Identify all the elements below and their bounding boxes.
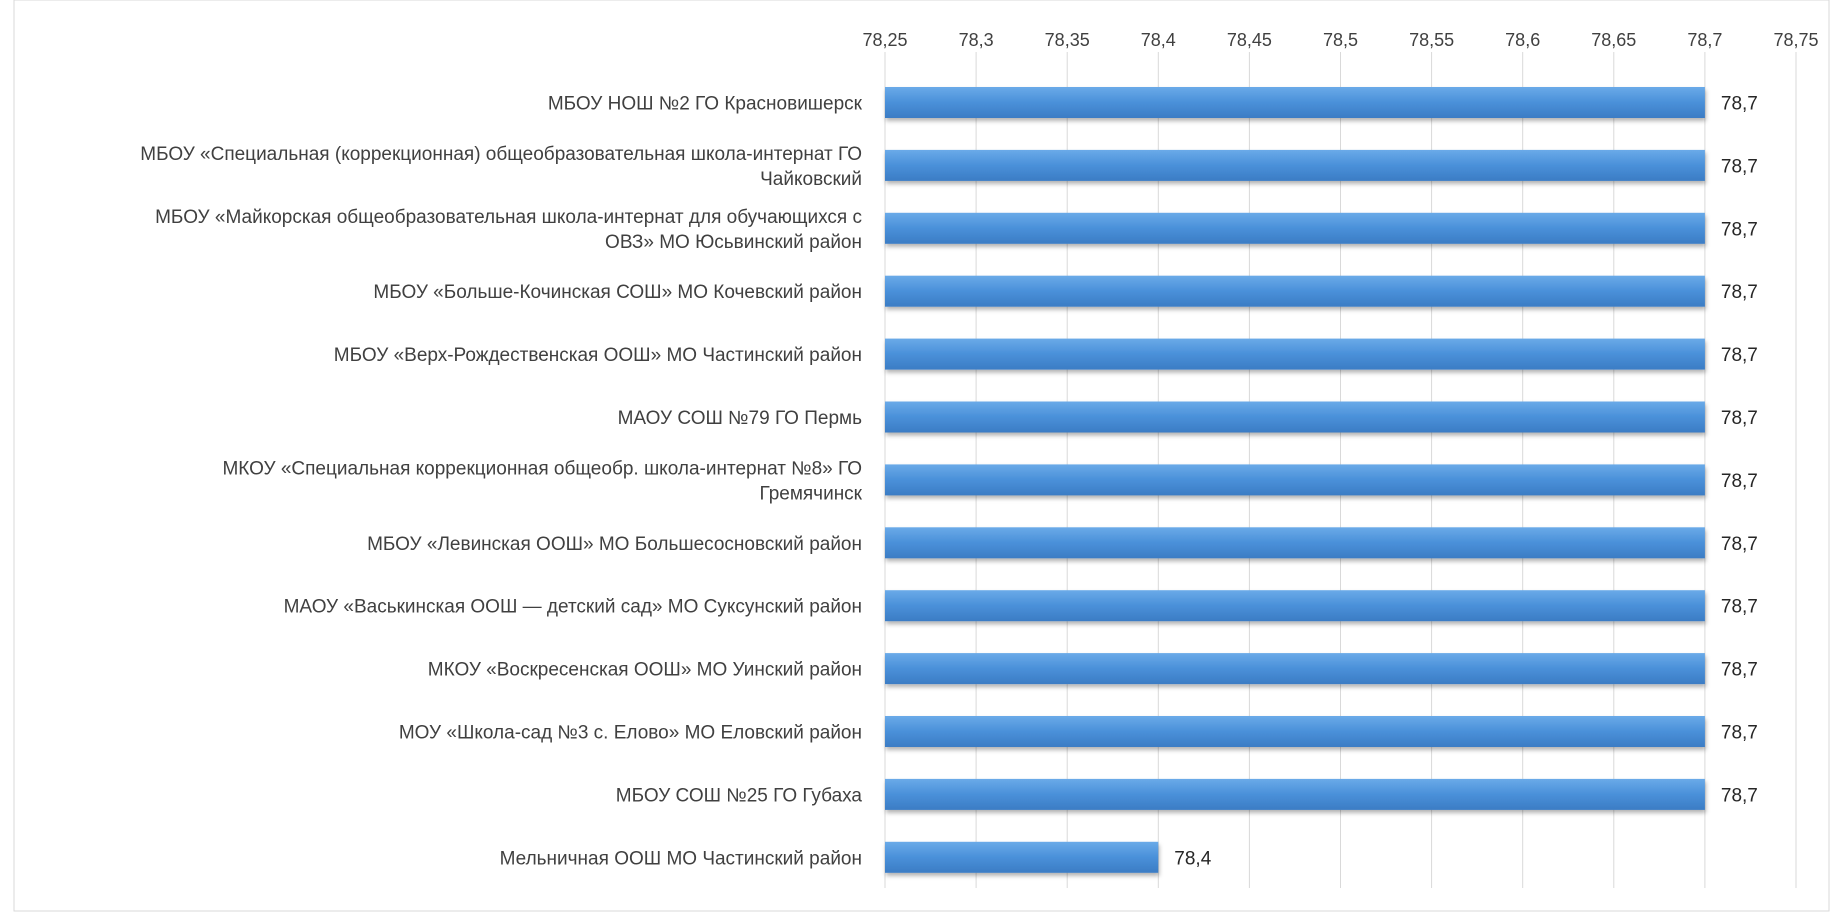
data-label: 78,7 [1721, 597, 1758, 618]
bar [885, 464, 1705, 496]
bar [885, 401, 1705, 433]
category-label: МБОУ НОШ №2 ГО Красновишерск [548, 94, 863, 115]
data-label: 78,7 [1721, 156, 1758, 177]
bar [885, 527, 1705, 559]
bar [885, 87, 1705, 118]
category-label-line: Гремячинск [759, 483, 862, 504]
category-label: МАОУ СОШ №79 ГО Пермь [618, 408, 862, 429]
category-label: МАОУ «Васькинская ООШ — детский сад» МО … [284, 597, 862, 618]
category-label-line: МАОУ «Васькинская ООШ — детский сад» МО … [284, 597, 862, 618]
category-label-line: МБОУ «Верх-Рождественская ООШ» МО Частин… [334, 345, 862, 366]
category-label: МБОУ «Специальная (коррекционная) общеоб… [140, 144, 862, 190]
data-label: 78,7 [1721, 94, 1758, 115]
chart-border [13, 0, 1830, 912]
data-label: 78,7 [1721, 345, 1758, 366]
category-label-line: МКОУ «Специальная коррекционная общеобр.… [222, 458, 862, 479]
category-label: МКОУ «Специальная коррекционная общеобр.… [222, 458, 862, 504]
x-tick-label: 78,35 [1045, 30, 1090, 50]
data-label: 78,7 [1721, 660, 1758, 681]
bar [885, 841, 1159, 873]
category-label-line: Чайковский [760, 169, 862, 190]
data-label: 78,7 [1721, 785, 1758, 806]
x-tick-label: 78,6 [1505, 30, 1540, 50]
category-label: МБОУ «Верх-Рождественская ООШ» МО Частин… [334, 345, 862, 366]
category-label: МОУ «Школа-сад №3 с. Елово» МО Еловский … [399, 723, 862, 744]
category-label-line: МБОУ СОШ №25 ГО Губаха [616, 785, 863, 806]
category-label: МБОУ «Майкорская общеобразовательная шко… [155, 207, 862, 253]
x-tick-label: 78,4 [1141, 30, 1176, 50]
x-tick-label: 78,25 [862, 30, 907, 50]
bar [885, 716, 1705, 747]
data-label: 78,7 [1721, 408, 1758, 429]
x-tick-label: 78,5 [1323, 30, 1358, 50]
category-label: МКОУ «Воскресенская ООШ» МО Уинский райо… [428, 660, 862, 681]
category-label-line: МБОУ «Специальная (коррекционная) общеоб… [140, 144, 862, 165]
x-tick-label: 78,45 [1227, 30, 1272, 50]
x-tick-label: 78,7 [1687, 30, 1722, 50]
data-label: 78,7 [1721, 219, 1758, 240]
x-tick-label: 78,55 [1409, 30, 1454, 50]
category-label: Мельничная ООШ МО Частинский район [500, 848, 862, 869]
category-label-line: ОВЗ» МО Юсьвинский район [605, 232, 862, 253]
data-label: 78,7 [1721, 282, 1758, 303]
bar [885, 275, 1705, 307]
bar [885, 338, 1705, 370]
category-label-line: Мельничная ООШ МО Частинский район [500, 848, 862, 869]
category-label-line: МБОУ «Майкорская общеобразовательная шко… [155, 207, 862, 228]
bar [885, 212, 1705, 244]
category-label-line: МОУ «Школа-сад №3 с. Елово» МО Еловский … [399, 723, 862, 744]
category-label-line: МКОУ «Воскресенская ООШ» МО Уинский райо… [428, 660, 862, 681]
category-label: МБОУ СОШ №25 ГО Губаха [616, 785, 863, 806]
data-label: 78,7 [1721, 471, 1758, 492]
bar [885, 653, 1705, 685]
category-label-line: МБОУ НОШ №2 ГО Красновишерск [548, 94, 863, 115]
bar [885, 149, 1705, 181]
x-tick-label: 78,65 [1591, 30, 1636, 50]
category-label-line: МБОУ «Левинская ООШ» МО Большесосновский… [367, 534, 862, 555]
bar [885, 590, 1705, 622]
data-label: 78,4 [1174, 848, 1211, 869]
category-label: МБОУ «Больше-Кочинская СОШ» МО Кочевский… [373, 282, 862, 303]
category-label-line: МАОУ СОШ №79 ГО Пермь [618, 408, 862, 429]
data-label: 78,7 [1721, 723, 1758, 744]
x-tick-label: 78,3 [959, 30, 994, 50]
category-label-line: МБОУ «Больше-Кочинская СОШ» МО Кочевский… [373, 282, 862, 303]
category-label: МБОУ «Левинская ООШ» МО Большесосновский… [367, 534, 862, 555]
data-label: 78,7 [1721, 534, 1758, 555]
bar [885, 778, 1705, 810]
x-tick-label: 78,75 [1773, 30, 1818, 50]
